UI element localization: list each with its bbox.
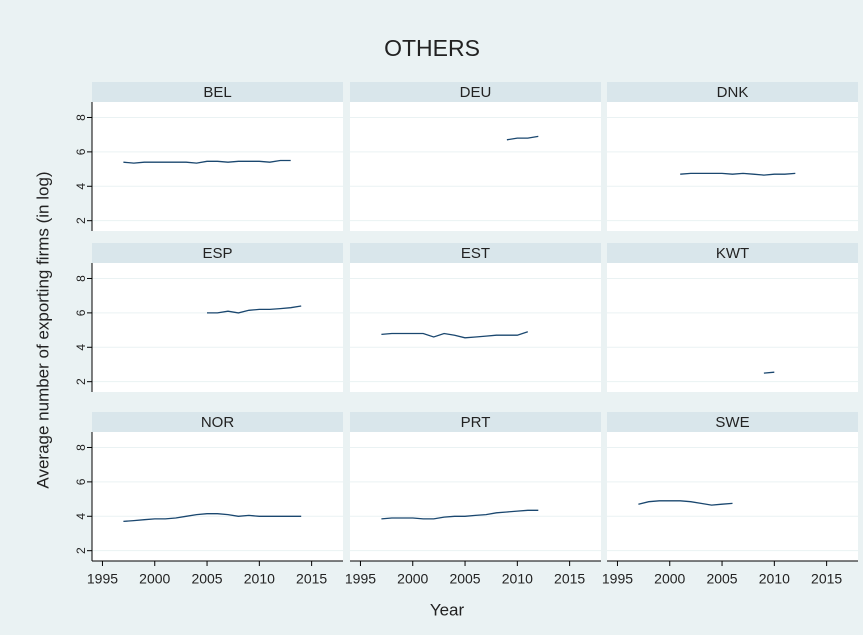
plot-area — [607, 263, 858, 392]
y-tick-label: 6 — [74, 309, 88, 316]
panel-strip — [350, 243, 601, 263]
plot-area — [607, 432, 858, 561]
panel-strip — [92, 412, 343, 432]
x-tick-label: 2015 — [296, 571, 327, 587]
plot-area — [92, 102, 343, 231]
x-tick-label: 1995 — [87, 571, 118, 587]
plot-area — [607, 102, 858, 231]
panel-strip — [92, 243, 343, 263]
plot-area — [350, 263, 601, 392]
x-tick-label: 2005 — [449, 571, 480, 587]
x-tick-label: 2000 — [654, 571, 685, 587]
data-line — [123, 513, 302, 523]
data-line — [381, 331, 529, 339]
chart-title: OTHERS — [384, 35, 480, 61]
plot-area — [350, 432, 601, 561]
panel-title: KWT — [716, 245, 749, 262]
y-axis-label: Average number of exporting firms (in lo… — [33, 171, 52, 488]
y-tick-label: 2 — [74, 378, 88, 385]
x-tick-label: 2010 — [502, 571, 533, 587]
panel-title: NOR — [201, 414, 235, 431]
panel-strip — [607, 82, 858, 102]
y-tick-label: 6 — [74, 478, 88, 485]
plot-area — [92, 263, 343, 392]
data-line — [123, 159, 291, 164]
panel-strip — [607, 243, 858, 263]
y-tick-label: 4 — [74, 513, 88, 520]
y-tick-label: 8 — [74, 275, 88, 282]
x-tick-label: 2015 — [811, 571, 842, 587]
y-tick-label: 6 — [74, 148, 88, 155]
y-tick-label: 8 — [74, 444, 88, 451]
y-tick-label: 4 — [74, 344, 88, 351]
data-line — [638, 500, 733, 506]
data-line — [381, 509, 539, 520]
plot-area — [350, 102, 601, 231]
x-axis-label: Year — [430, 600, 465, 619]
x-tick-label: 1995 — [345, 571, 376, 587]
panel-title: DNK — [717, 84, 749, 101]
panel-title: PRT — [461, 414, 491, 431]
data-line — [763, 371, 775, 374]
y-tick-label: 2 — [74, 217, 88, 224]
y-tick-label: 8 — [74, 114, 88, 121]
panel-strip — [350, 82, 601, 102]
x-tick-label: 2000 — [397, 571, 428, 587]
x-tick-label: 2015 — [554, 571, 585, 587]
x-tick-label: 2010 — [759, 571, 790, 587]
data-line — [506, 135, 539, 141]
panel-title: DEU — [460, 84, 492, 101]
data-line — [207, 305, 302, 314]
x-tick-label: 1995 — [602, 571, 633, 587]
x-tick-label: 2005 — [191, 571, 222, 587]
x-tick-label: 2010 — [244, 571, 275, 587]
data-line — [680, 172, 796, 176]
panel-title: ESP — [202, 245, 232, 262]
panel-title: SWE — [715, 414, 749, 431]
panel-strip — [92, 82, 343, 102]
panel-title: EST — [461, 245, 490, 262]
panel-strip — [350, 412, 601, 432]
plot-area — [92, 432, 343, 561]
y-tick-label: 4 — [74, 183, 88, 190]
y-tick-label: 2 — [74, 547, 88, 554]
panel-title: BEL — [203, 84, 231, 101]
x-tick-label: 2005 — [706, 571, 737, 587]
panel-strip — [607, 412, 858, 432]
x-tick-label: 2000 — [139, 571, 170, 587]
